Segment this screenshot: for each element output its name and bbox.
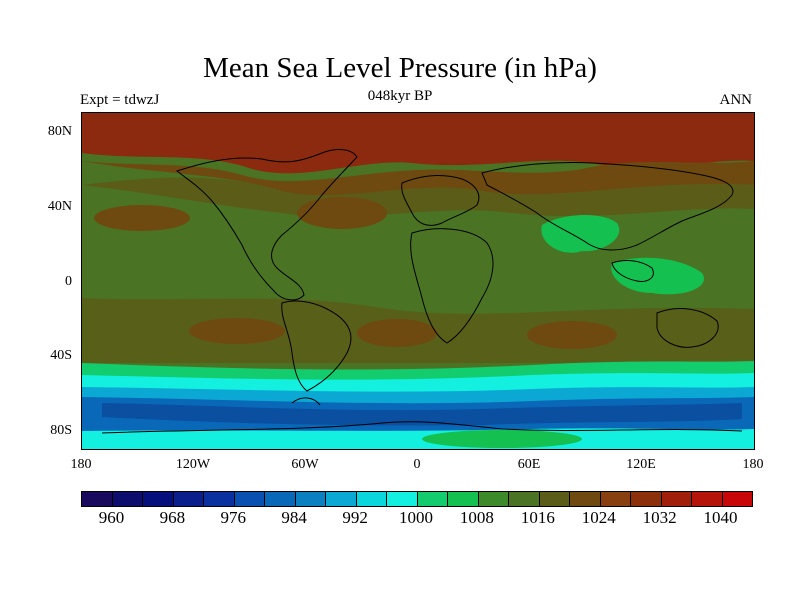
colorbar-label: 960 <box>98 508 125 527</box>
pressure-colorbar <box>81 491 753 507</box>
lon-tick: 60E <box>517 457 541 472</box>
northern-olive-band <box>82 177 754 217</box>
colorbar-label: 1008 <box>459 508 494 527</box>
colorbar-label: 968 <box>159 508 186 527</box>
colorbar-swatch <box>722 492 752 506</box>
colorbar-label: 1000 <box>399 508 433 527</box>
colorbar-label: 992 <box>342 508 368 527</box>
map-title: Mean Sea Level Pressure (in hPa) <box>203 52 597 84</box>
arctic-high-edge <box>82 143 754 174</box>
period-label: 048kyr BP <box>367 88 433 104</box>
colorbar-label: 1024 <box>581 508 616 527</box>
colorbar-swatch <box>204 492 235 506</box>
lon-tick: 180 <box>742 457 764 472</box>
colorbar-swatch <box>478 492 509 506</box>
colorbar-label: 1016 <box>520 508 555 527</box>
colorbar-swatch <box>631 492 662 506</box>
experiment-label: Expt = tdwzJ <box>80 92 160 108</box>
colorbar-swatch <box>82 492 113 506</box>
north-pacific-high <box>94 205 190 231</box>
colorbar-swatch <box>448 492 479 506</box>
colorbar-swatch <box>173 492 204 506</box>
colorbar-swatch <box>539 492 570 506</box>
colorbar-swatch <box>570 492 601 506</box>
colorbar-swatch <box>692 492 723 506</box>
colorbar-label: 1032 <box>642 508 677 527</box>
colorbar-label: 1040 <box>703 508 738 527</box>
lat-tick: 80S <box>50 423 72 438</box>
colorbar-swatch <box>356 492 387 506</box>
colorbar-swatch <box>326 492 357 506</box>
colorbar-swatch <box>600 492 631 506</box>
colorbar-swatch <box>143 492 174 506</box>
colorbar-swatch <box>265 492 296 506</box>
colorbar-swatch <box>417 492 448 506</box>
colorbar-swatch <box>234 492 265 506</box>
lat-tick: 0 <box>65 274 72 289</box>
season-label: ANN <box>719 92 753 108</box>
colorbar-swatch <box>112 492 143 506</box>
coastlines <box>101 149 743 434</box>
maritime-continent-low <box>611 257 704 295</box>
lon-tick: 60W <box>291 457 319 472</box>
lat-tick: 40N <box>47 199 72 214</box>
colorbar-swatch <box>295 492 326 506</box>
colorbar-swatch <box>661 492 692 506</box>
colorbar-swatch <box>509 492 540 506</box>
antarctic-high <box>422 430 582 448</box>
colorbar-swatch <box>387 492 418 506</box>
colorbar-label: 976 <box>220 508 247 527</box>
lon-tick: 120E <box>626 457 656 472</box>
pressure-map <box>81 112 755 450</box>
lat-tick: 40S <box>50 348 72 363</box>
azores-high <box>297 197 387 229</box>
asian-monsoon-low <box>541 214 620 253</box>
lon-tick: 0 <box>413 457 421 472</box>
pressure-field <box>82 113 754 449</box>
lat-tick: 80N <box>47 124 72 139</box>
colorbar-label: 984 <box>281 508 307 527</box>
lon-tick: 120W <box>175 457 211 472</box>
circumpolar-core <box>102 403 742 426</box>
lon-tick: 180 <box>70 457 92 472</box>
antarctic-cyan <box>82 428 754 449</box>
